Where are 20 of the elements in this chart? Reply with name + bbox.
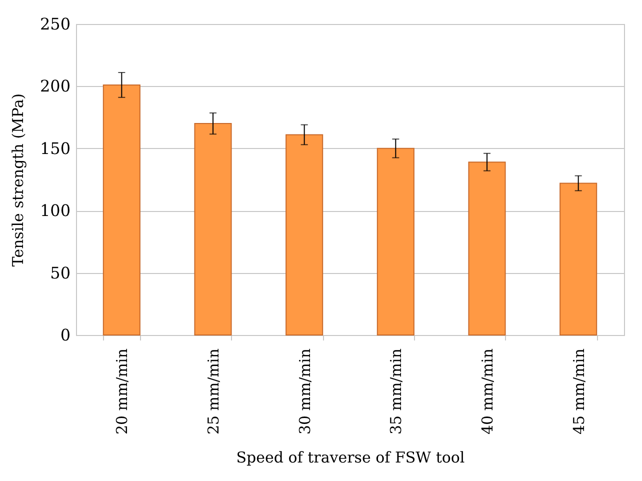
- x-tick-label: 35 mm/min: [387, 348, 406, 435]
- y-tick-label: 50: [50, 263, 70, 282]
- x-tick-label: 45 mm/min: [570, 348, 588, 435]
- y-tick-label: 0: [60, 326, 70, 344]
- bar: [376, 148, 414, 336]
- x-axis-title: Speed of traverse of FSW tool: [236, 448, 465, 467]
- bar: [194, 123, 232, 336]
- y-tick-label: 150: [40, 138, 70, 158]
- bar: [468, 162, 506, 336]
- x-tick-label: 25 mm/min: [204, 348, 222, 435]
- x-tick-label: 20 mm/min: [113, 348, 132, 435]
- x-tick-label: 30 mm/min: [296, 348, 314, 435]
- bar: [286, 134, 324, 336]
- y-tick-label: 200: [40, 76, 70, 96]
- bar: [560, 182, 598, 336]
- bar: [102, 84, 140, 336]
- y-tick-label: 250: [40, 14, 70, 34]
- y-tick-label: 100: [40, 201, 70, 220]
- x-tick-label: 40 mm/min: [478, 348, 496, 435]
- y-axis-title: Tensile strength (MPa): [8, 93, 27, 267]
